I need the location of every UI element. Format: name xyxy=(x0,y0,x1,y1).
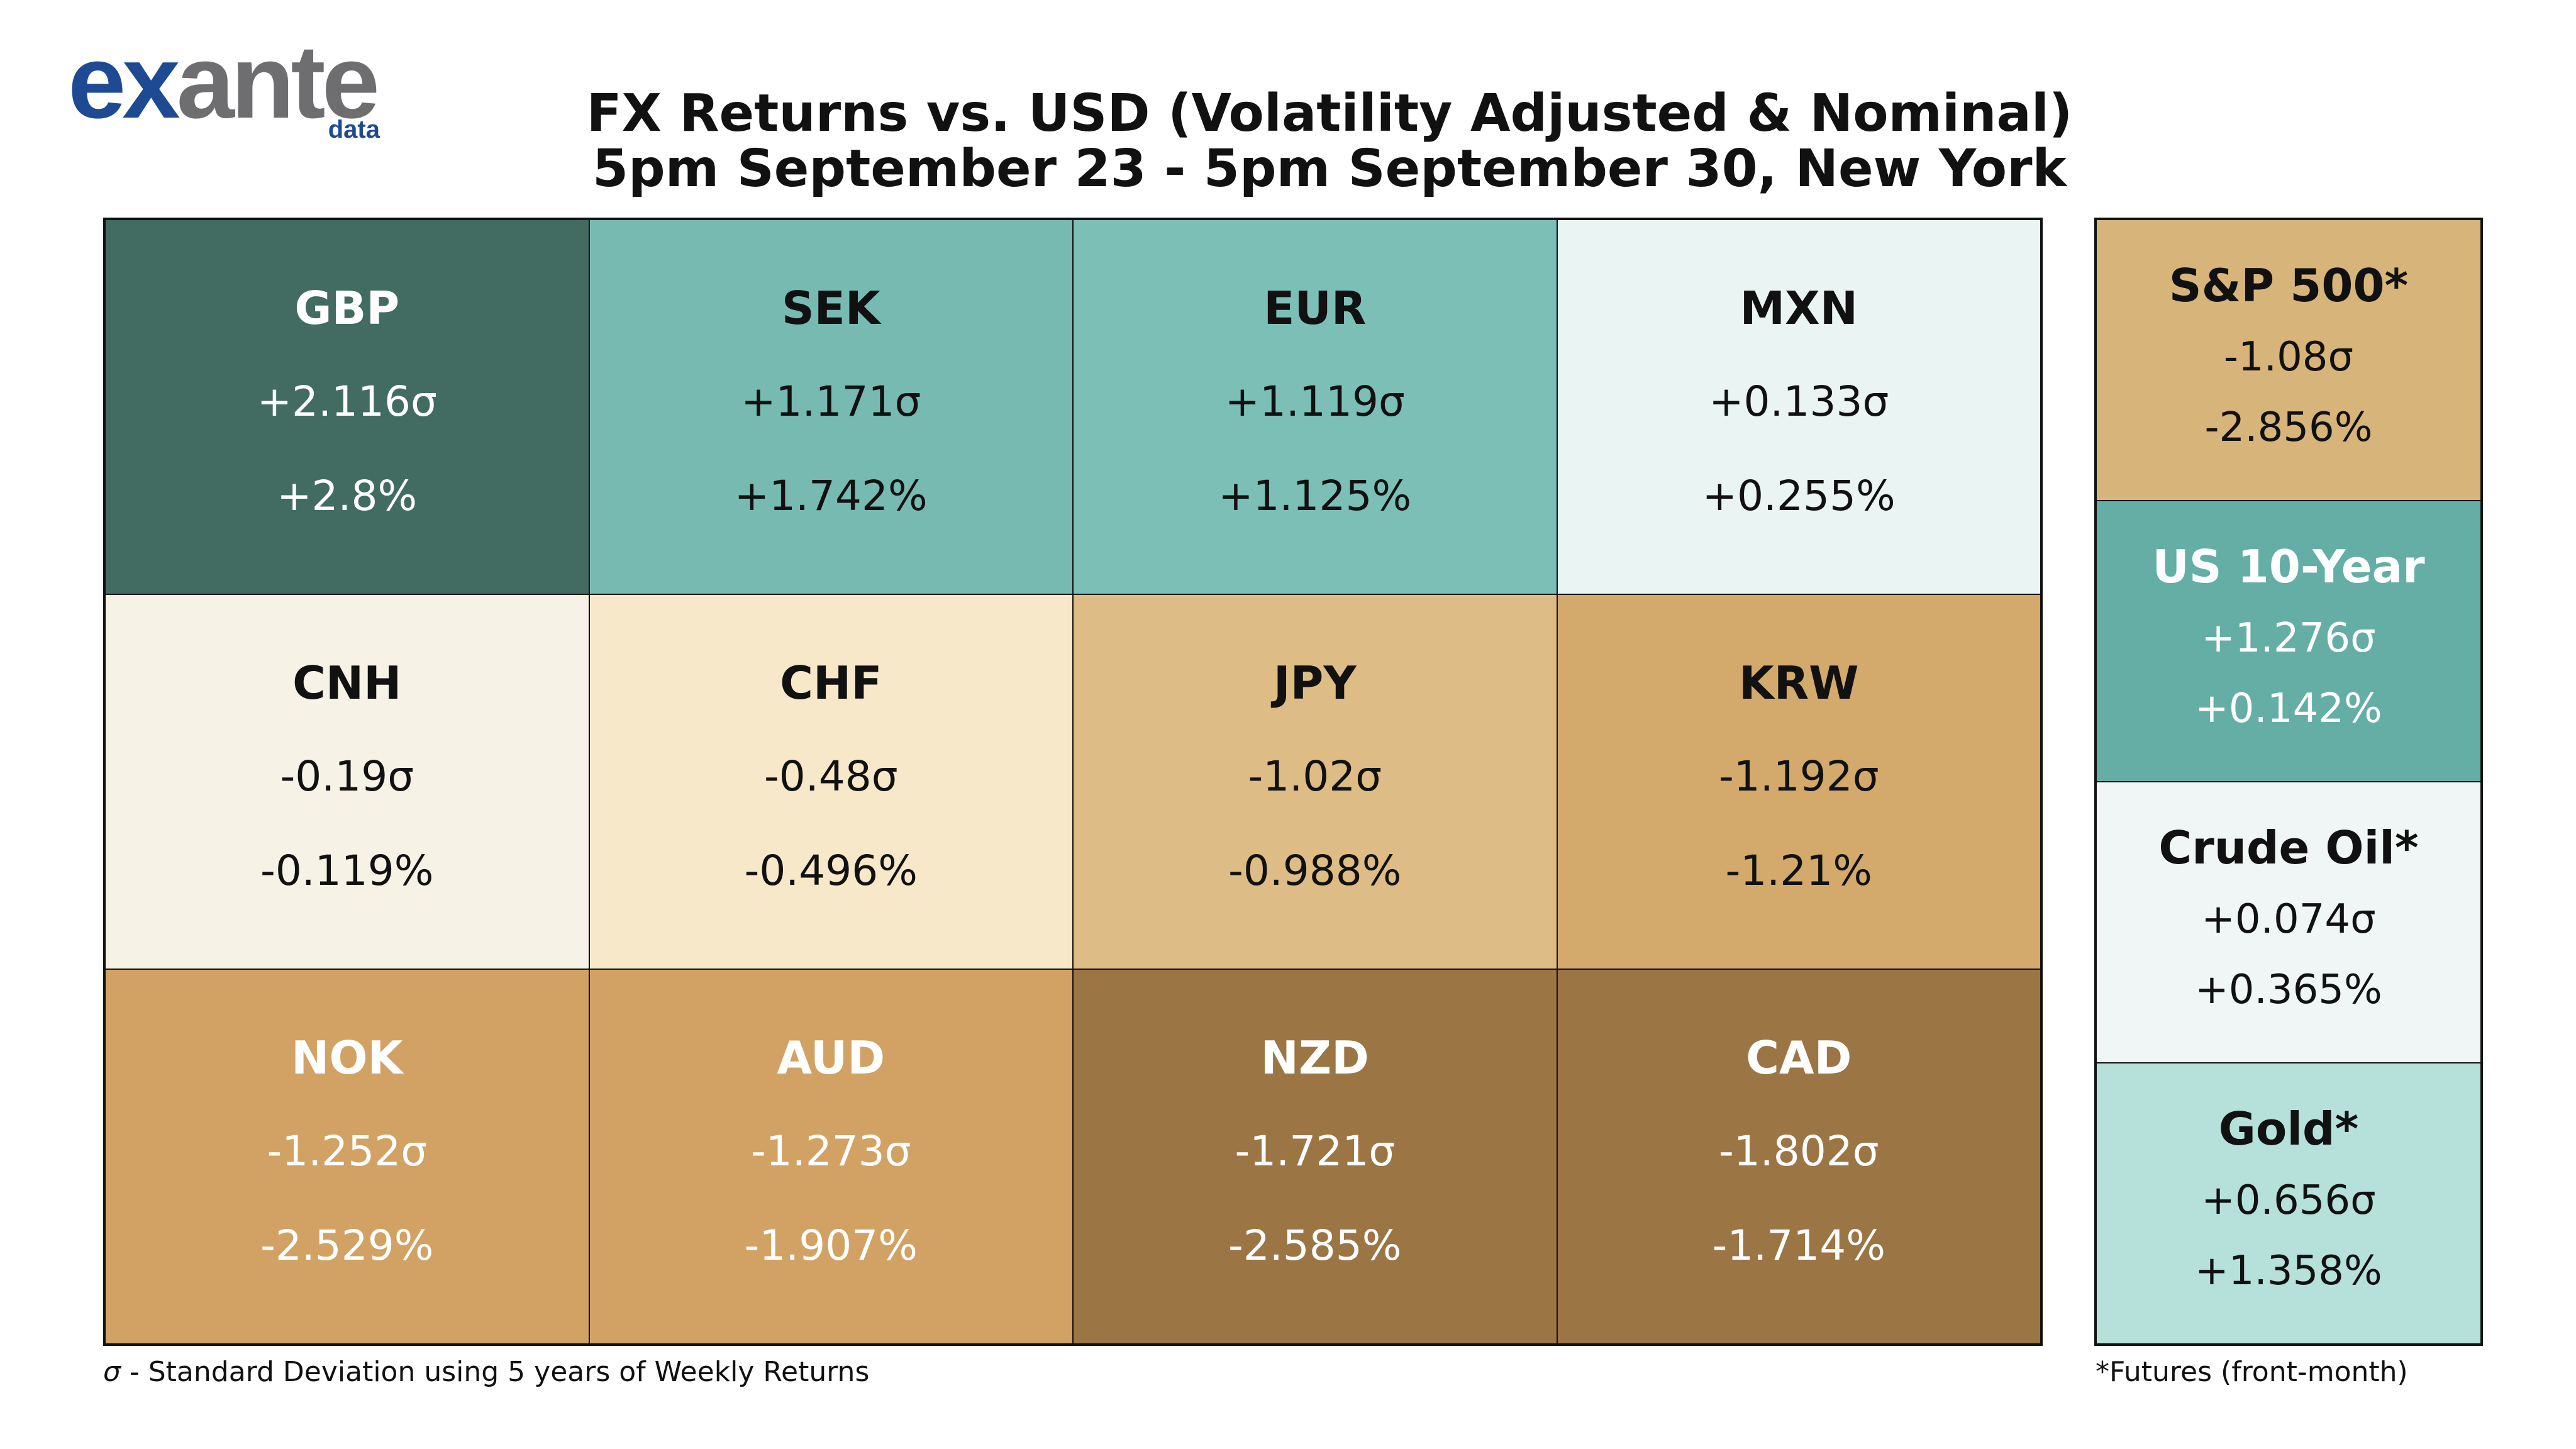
asset-cell-us-10-year: US 10-Year +1.276σ +0.142% xyxy=(2096,501,2481,782)
sigma-footnote: σ - Standard Deviation using 5 years of … xyxy=(103,1356,870,1388)
fx-cell-eur-label: EUR xyxy=(1263,282,1367,335)
logo-wordmark: exante xyxy=(68,24,380,140)
asset-cell-s-p-500-label: S&P 500* xyxy=(2168,259,2409,312)
fx-cell-jpy-percent: -0.988% xyxy=(1228,847,1402,895)
fx-cell-sek-label: SEK xyxy=(781,282,880,335)
fx-cell-chf-percent: -0.496% xyxy=(744,847,918,895)
fx-cell-nok-label: NOK xyxy=(291,1031,403,1084)
asset-cell-us-10-year-percent: +0.142% xyxy=(2195,686,2382,732)
fx-cell-gbp-percent: +2.8% xyxy=(277,472,418,520)
asset-cell-crude-oil: Crude Oil* +0.074σ +0.365% xyxy=(2096,782,2481,1063)
fx-cell-chf: CHF -0.48σ -0.496% xyxy=(589,594,1073,969)
fx-cell-aud: AUD -1.273σ -1.907% xyxy=(589,969,1073,1344)
fx-cell-gbp-sigma: +2.116σ xyxy=(257,377,437,426)
fx-cell-sek-percent: +1.742% xyxy=(734,472,928,520)
fx-cell-cnh-percent: -0.119% xyxy=(260,847,434,895)
fx-cell-jpy-label: JPY xyxy=(1273,657,1357,709)
fx-cell-gbp: GBP +2.116σ +2.8% xyxy=(105,219,589,594)
fx-cell-nok-sigma: -1.252σ xyxy=(267,1127,428,1175)
fx-cell-chf-sigma: -0.48σ xyxy=(763,752,898,801)
fx-cell-nzd-label: NZD xyxy=(1260,1031,1369,1084)
fx-cell-cad-label: CAD xyxy=(1746,1031,1852,1084)
asset-cell-crude-oil-label: Crude Oil* xyxy=(2158,821,2419,874)
fx-cell-mxn-label: MXN xyxy=(1740,282,1858,335)
fx-cell-cad-percent: -1.714% xyxy=(1712,1221,1885,1270)
chart-subtitle: 5pm September 23 - 5pm September 30, New… xyxy=(592,139,2067,199)
fx-cell-cad-sigma: -1.802σ xyxy=(1718,1127,1879,1175)
futures-footnote: *Futures (front-month) xyxy=(2096,1356,2408,1388)
fx-cell-nzd-sigma: -1.721σ xyxy=(1235,1127,1396,1175)
fx-cell-nok-percent: -2.529% xyxy=(260,1221,434,1270)
fx-cell-jpy-sigma: -1.02σ xyxy=(1248,752,1382,801)
asset-cell-s-p-500-sigma: -1.08σ xyxy=(2223,334,2354,380)
fx-cell-aud-percent: -1.907% xyxy=(744,1221,918,1270)
fx-cell-mxn-percent: +0.255% xyxy=(1702,472,1896,520)
exante-logo: exante data xyxy=(68,30,395,150)
fx-cell-cnh-sigma: -0.19σ xyxy=(280,752,414,801)
fx-cell-jpy: JPY -1.02σ -0.988% xyxy=(1073,594,1557,969)
asset-cell-us-10-year-label: US 10-Year xyxy=(2152,540,2425,593)
fx-cell-nzd: NZD -1.721σ -2.585% xyxy=(1073,969,1557,1344)
asset-cell-s-p-500-percent: -2.856% xyxy=(2204,404,2373,451)
fx-cell-krw-sigma: -1.192σ xyxy=(1718,752,1879,801)
fx-cell-sek: SEK +1.171σ +1.742% xyxy=(589,219,1073,594)
fx-cell-krw: KRW -1.192σ -1.21% xyxy=(1557,594,2041,969)
fx-cell-cnh: CNH -0.19σ -0.119% xyxy=(105,594,589,969)
other-assets-column: S&P 500* -1.08σ -2.856% US 10-Year +1.276σ +0… xyxy=(2094,218,2483,1346)
asset-cell-crude-oil-sigma: +0.074σ xyxy=(2201,896,2376,943)
fx-cell-krw-label: KRW xyxy=(1738,657,1859,709)
fx-returns-grid: GBP +2.116σ +2.8% SEK +1.171σ +1.742% EUR +1.11… xyxy=(103,218,2043,1346)
fx-cell-sek-sigma: +1.171σ xyxy=(741,377,921,426)
fx-cell-eur-percent: +1.125% xyxy=(1218,472,1412,520)
fx-cell-krw-percent: -1.21% xyxy=(1725,847,1872,895)
fx-cell-cnh-label: CNH xyxy=(292,657,402,709)
fx-cell-nok: NOK -1.252σ -2.529% xyxy=(105,969,589,1344)
fx-cell-eur: EUR +1.119σ +1.125% xyxy=(1073,219,1557,594)
asset-cell-us-10-year-sigma: +1.276σ xyxy=(2201,615,2376,662)
asset-cell-gold-percent: +1.358% xyxy=(2195,1248,2382,1294)
logo-subtext: data xyxy=(328,116,380,143)
fx-cell-chf-label: CHF xyxy=(780,657,882,709)
asset-cell-crude-oil-percent: +0.365% xyxy=(2195,967,2382,1013)
fx-cell-cad: CAD -1.802σ -1.714% xyxy=(1557,969,2041,1344)
fx-cell-aud-label: AUD xyxy=(777,1031,886,1084)
fx-cell-nzd-percent: -2.585% xyxy=(1228,1221,1402,1270)
fx-cell-aud-sigma: -1.273σ xyxy=(750,1127,911,1175)
fx-cell-eur-sigma: +1.119σ xyxy=(1224,377,1405,426)
fx-cell-gbp-label: GBP xyxy=(294,282,400,335)
asset-cell-s-p-500: S&P 500* -1.08σ -2.856% xyxy=(2096,219,2481,501)
asset-cell-gold-label: Gold* xyxy=(2218,1102,2359,1155)
fx-cell-mxn-sigma: +0.133σ xyxy=(1709,377,1889,426)
asset-cell-gold: Gold* +0.656σ +1.358% xyxy=(2096,1063,2481,1344)
asset-cell-gold-sigma: +0.656σ xyxy=(2201,1177,2376,1224)
fx-cell-mxn: MXN +0.133σ +0.255% xyxy=(1557,219,2041,594)
chart-title: FX Returns vs. USD (Volatility Adjusted … xyxy=(586,84,2073,143)
